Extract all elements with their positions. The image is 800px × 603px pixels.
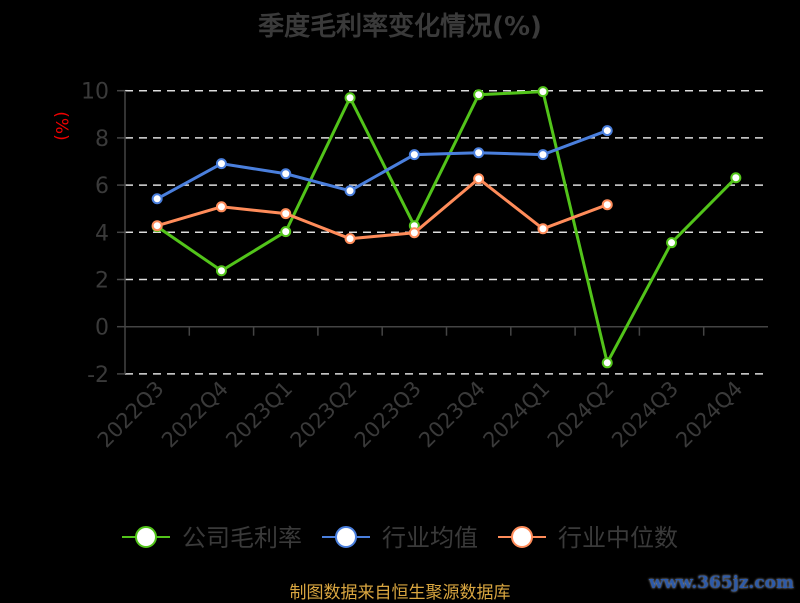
data-point bbox=[473, 173, 485, 185]
data-point bbox=[730, 172, 742, 184]
legend-label: 公司毛利率 bbox=[182, 524, 302, 552]
legend-item[interactable]: 行业中位数 bbox=[498, 524, 678, 552]
data-point bbox=[473, 89, 485, 101]
data-point bbox=[344, 92, 356, 104]
data-point bbox=[344, 185, 356, 197]
data-point bbox=[666, 237, 678, 249]
y-tick-label: 0 bbox=[95, 316, 109, 341]
data-point bbox=[280, 168, 292, 180]
data-point bbox=[408, 227, 420, 239]
series-line-0 bbox=[156, 90, 737, 368]
data-point bbox=[280, 226, 292, 238]
legend-marker-icon bbox=[511, 526, 533, 548]
y-tick-label: 8 bbox=[95, 127, 109, 152]
data-point bbox=[215, 201, 227, 213]
y-tick-label: -2 bbox=[87, 363, 109, 388]
x-tick-label: 2023Q3 bbox=[350, 376, 426, 452]
x-tick-label: 2023Q4 bbox=[414, 376, 490, 452]
x-tick-label: 2024Q2 bbox=[543, 376, 619, 452]
data-point bbox=[537, 223, 549, 235]
data-point bbox=[151, 193, 163, 205]
data-point bbox=[215, 265, 227, 277]
watermark-logo: www.365jz.com bbox=[649, 573, 794, 593]
x-tick-label: 2024Q3 bbox=[607, 376, 683, 452]
data-point bbox=[280, 208, 292, 220]
y-tick-label: 4 bbox=[95, 221, 109, 246]
legend-item[interactable]: 公司毛利率 bbox=[122, 524, 302, 552]
series-line-2 bbox=[156, 176, 608, 241]
legend-marker-icon bbox=[135, 526, 157, 548]
legend-marker-icon bbox=[335, 526, 357, 548]
legend-label: 行业均值 bbox=[382, 524, 478, 552]
x-tick-label: 2022Q4 bbox=[157, 376, 233, 452]
data-point bbox=[151, 220, 163, 232]
legend-label: 行业中位数 bbox=[558, 524, 678, 552]
y-tick-label: 10 bbox=[81, 80, 109, 105]
data-point bbox=[537, 149, 549, 161]
y-tick-label: 2 bbox=[95, 269, 109, 294]
data-point bbox=[601, 357, 613, 369]
data-point bbox=[215, 158, 227, 170]
x-tick-label: 2024Q1 bbox=[479, 376, 555, 452]
series-line-1 bbox=[156, 129, 608, 201]
x-tick-label: 2023Q2 bbox=[286, 376, 362, 452]
data-point bbox=[537, 86, 549, 98]
source-note: 制图数据来自恒生聚源数据库 bbox=[289, 583, 511, 603]
x-tick-label: 2023Q1 bbox=[221, 376, 297, 452]
y-tick-label: 6 bbox=[95, 174, 109, 199]
data-point bbox=[344, 233, 356, 245]
data-point bbox=[473, 147, 485, 159]
legend-item[interactable]: 行业均值 bbox=[322, 524, 478, 552]
data-point bbox=[601, 125, 613, 137]
x-tick-label: 2024Q4 bbox=[671, 376, 747, 452]
data-point bbox=[601, 199, 613, 211]
chart-title: 季度毛利率变化情况(%) bbox=[258, 12, 542, 42]
data-point bbox=[408, 149, 420, 161]
y-axis-label: (%) bbox=[51, 111, 71, 140]
